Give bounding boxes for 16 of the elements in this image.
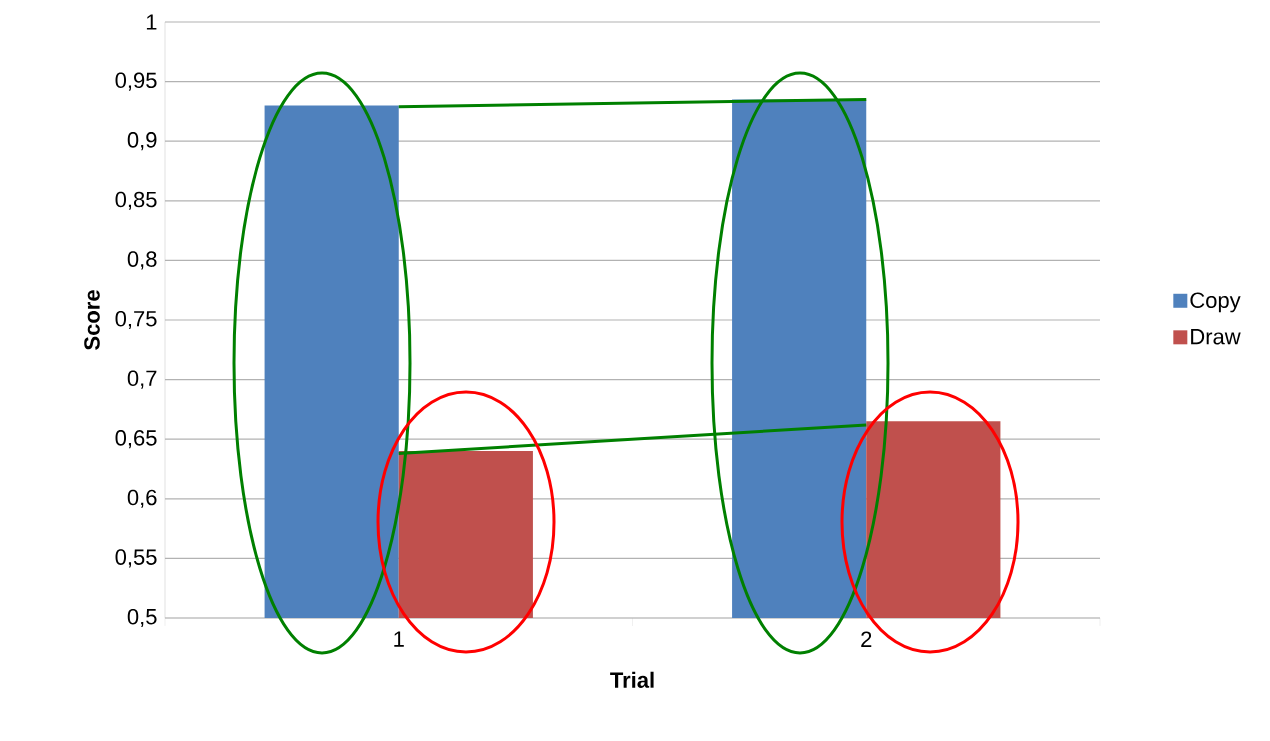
y-tick-label: 0,9 [127, 132, 157, 151]
y-tick-label: 0,5 [127, 608, 157, 628]
legend-label: Draw [1191, 329, 1241, 345]
y-tick-label: 0,7 [127, 370, 157, 389]
y-tick-label: 1 [146, 14, 157, 30]
x-axis-title: Trial [610, 671, 654, 688]
y-tick-label: 0,95 [115, 72, 157, 91]
y-tick-label: 0,6 [127, 489, 157, 508]
legend-label: Copy [1190, 292, 1241, 313]
y-tick-label: 0,8 [127, 251, 157, 270]
y-tick-label: 0,55 [115, 549, 157, 568]
y-tick-label: 0,65 [115, 430, 157, 449]
y-tick-label: 0,85 [115, 191, 157, 210]
y-axis-title: Score [84, 290, 100, 350]
x-tick-label: 2 [861, 631, 872, 647]
y-tick-label: 0,75 [115, 310, 157, 330]
